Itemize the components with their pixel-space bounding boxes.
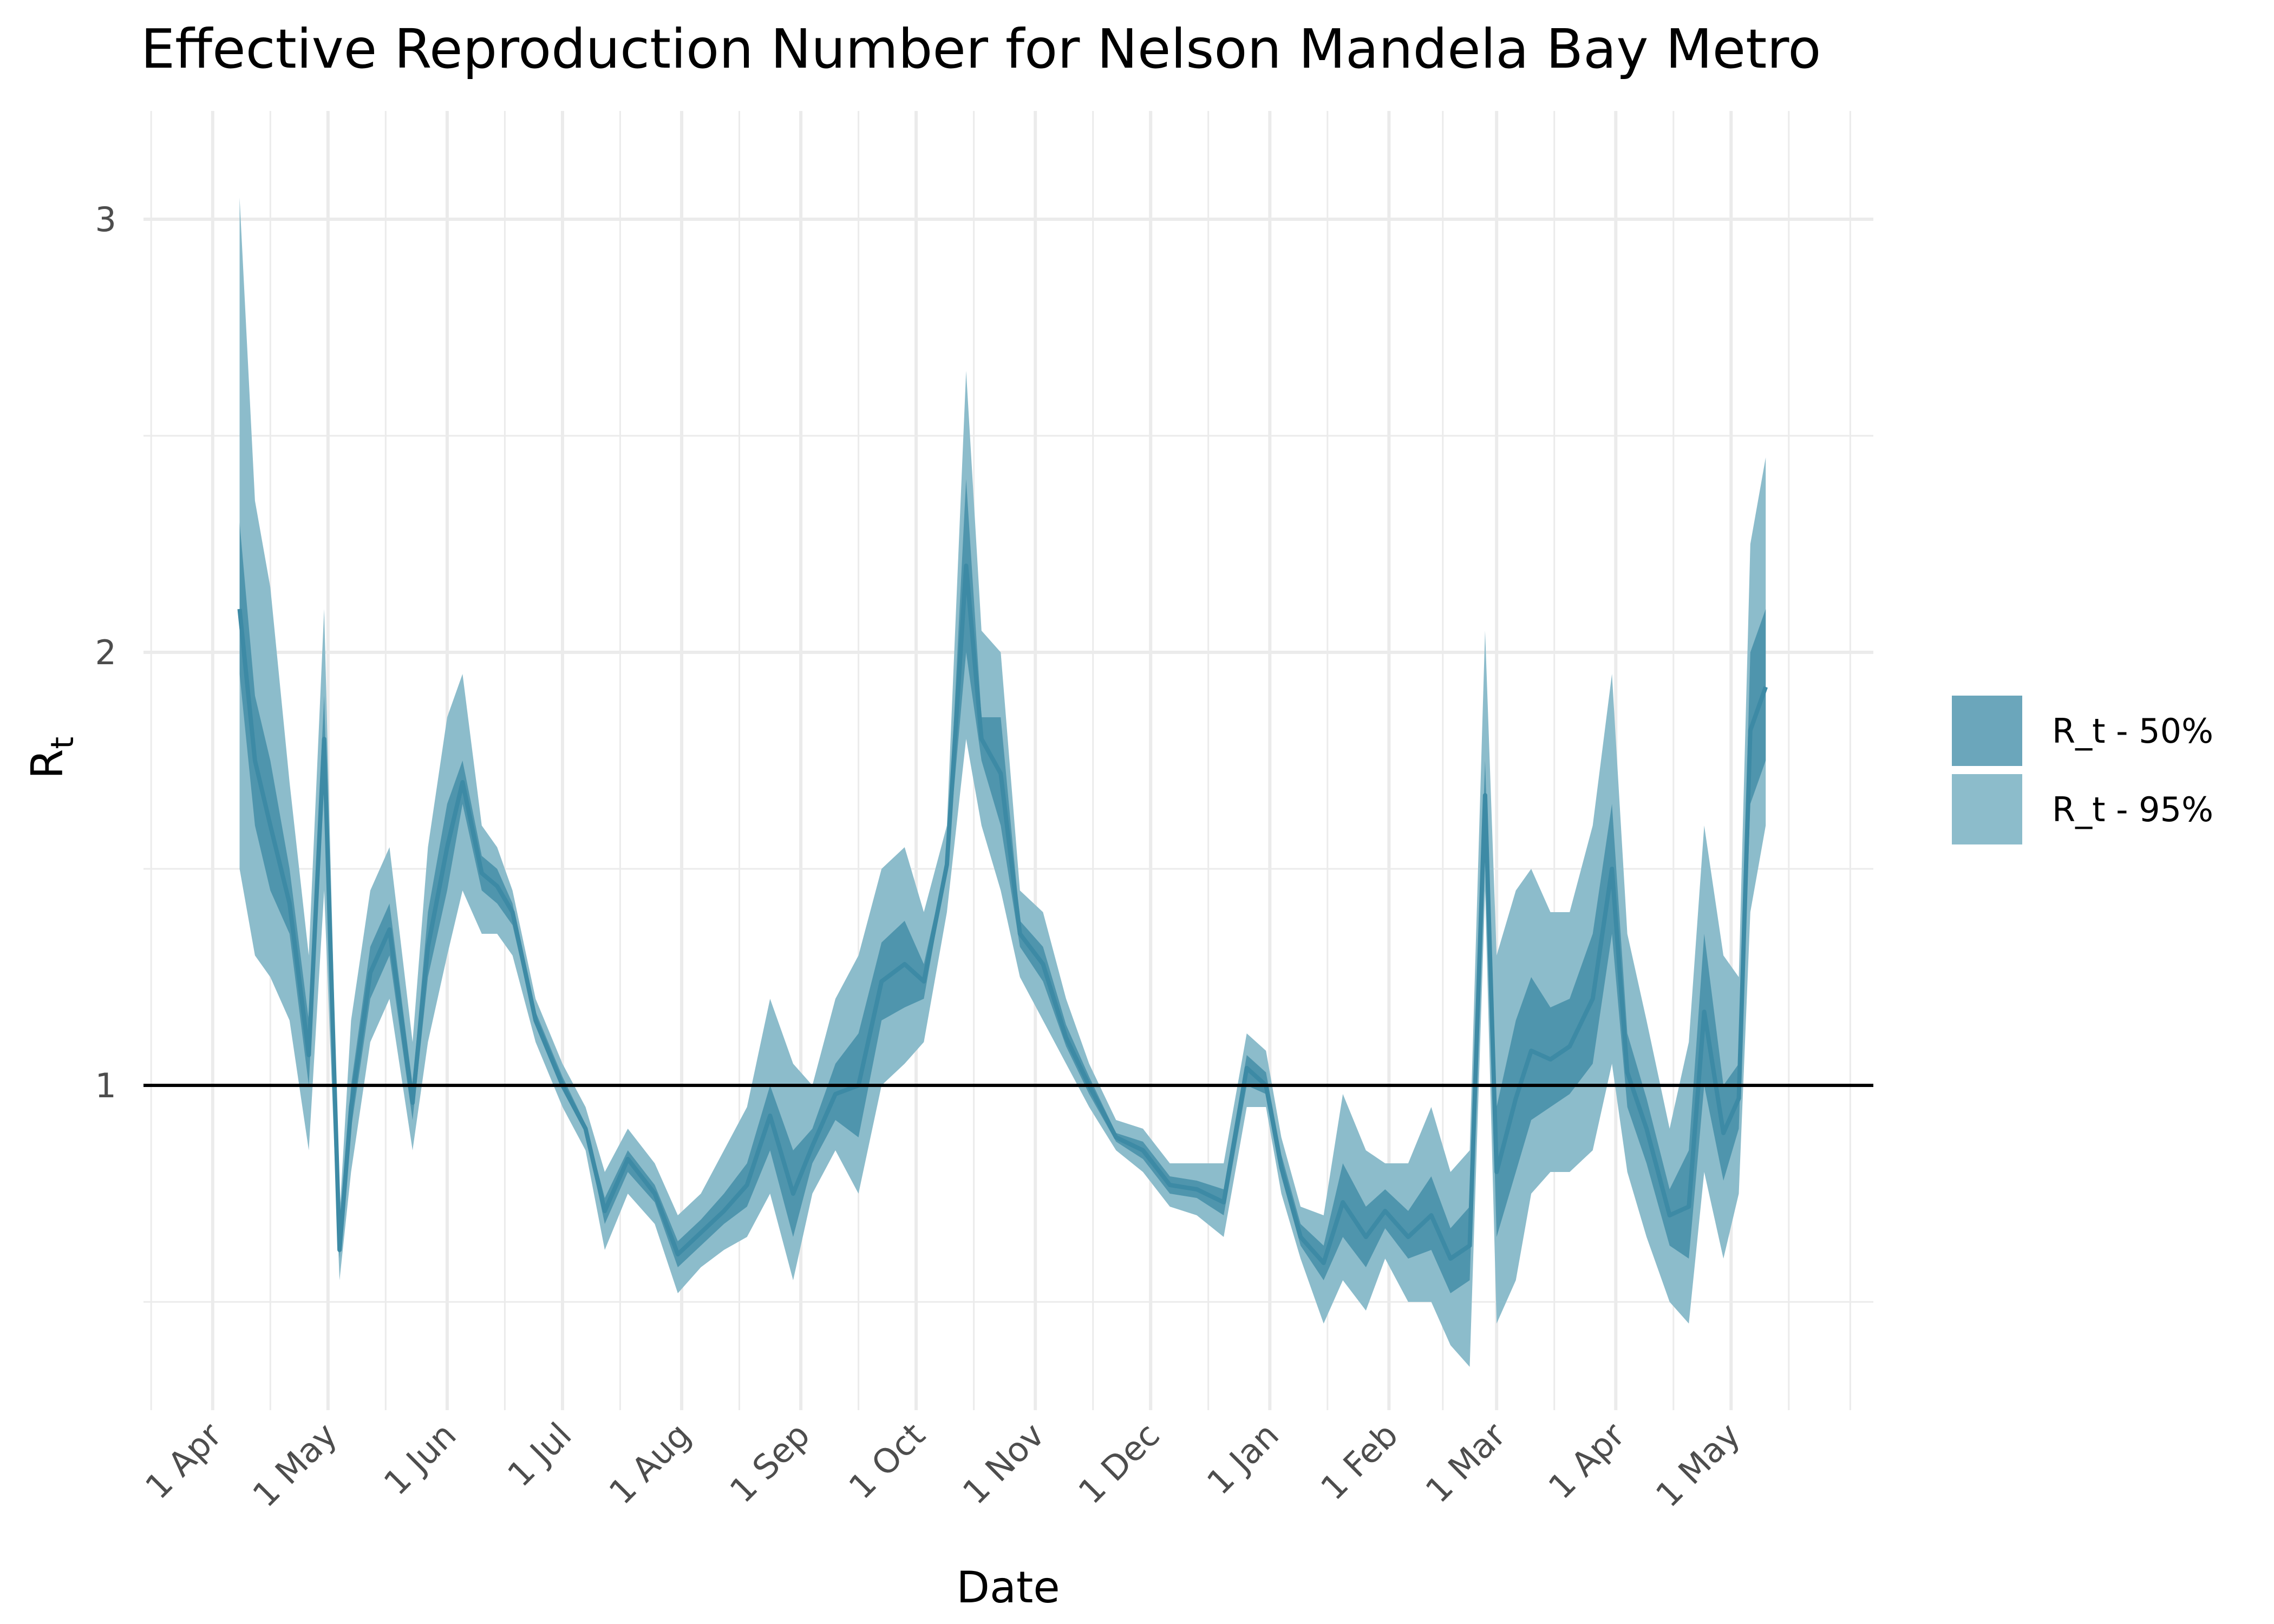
x-tick-label-1: 1 May [245,1415,344,1515]
x-tick-label-10: 1 Feb [1313,1415,1406,1508]
x-tick-4: 1 Aug [602,1415,698,1512]
x-tick-label-9: 1 Jan [1199,1415,1286,1502]
x-tick-6: 1 Oct [841,1415,932,1507]
median-line [237,564,1768,1265]
legend-label-95: R_t - 95% [2052,790,2213,829]
median-path [237,564,1768,1265]
x-tick-12: 1 Apr [1541,1415,1633,1507]
y-tick-3: 3 [95,200,116,239]
x-tick-8: 1 Dec [1071,1415,1167,1511]
x-tick-label-0: 1 Apr [138,1415,230,1507]
x-tick-11: 1 Mar [1418,1415,1514,1511]
y-axis-label-main: R [22,749,73,780]
x-tick-label-5: 1 Sep [722,1415,818,1510]
x-tick-label-12: 1 Apr [1541,1415,1633,1507]
legend: R_t - 50% R_t - 95% [1952,696,2213,844]
x-tick-1: 1 May [245,1415,344,1515]
x-tick-9: 1 Jan [1199,1415,1286,1502]
x-tick-label-11: 1 Mar [1418,1415,1514,1511]
x-axis-ticks: 1 Apr 1 May 1 Jun 1 Jul 1 Aug 1 Sep 1 Oct 1 Nov… [138,1415,1748,1515]
x-tick-3: 1 Jul [500,1415,579,1494]
x-tick-label-7: 1 Nov [955,1415,1052,1512]
x-axis-label: Date [956,1562,1060,1613]
svg-text:Rt: Rt [22,737,81,779]
legend-swatch-50 [1952,696,2022,766]
x-tick-label-6: 1 Oct [841,1415,932,1507]
y-axis-ticks: 1 2 3 [95,200,116,1105]
y-axis-label: Rt [22,737,81,779]
chart-title: Effective Reproduction Number for Nelson… [141,17,1821,81]
x-tick-13: 1 May [1648,1415,1748,1515]
x-tick-label-2: 1 Jun [376,1415,464,1503]
x-tick-2: 1 Jun [376,1415,464,1503]
y-axis-label-sub: t [44,737,81,749]
x-tick-7: 1 Nov [955,1415,1052,1512]
legend-swatch-95 [1952,774,2022,844]
x-tick-label-4: 1 Aug [602,1415,698,1512]
x-tick-label-13: 1 May [1648,1415,1748,1515]
x-tick-label-8: 1 Dec [1071,1415,1167,1511]
x-tick-5: 1 Sep [722,1415,818,1510]
y-tick-1: 1 [95,1066,116,1105]
legend-label-50: R_t - 50% [2052,711,2213,751]
x-tick-label-3: 1 Jul [500,1415,579,1494]
x-tick-10: 1 Feb [1313,1415,1406,1508]
x-tick-0: 1 Apr [138,1415,230,1507]
y-tick-2: 2 [95,633,116,672]
